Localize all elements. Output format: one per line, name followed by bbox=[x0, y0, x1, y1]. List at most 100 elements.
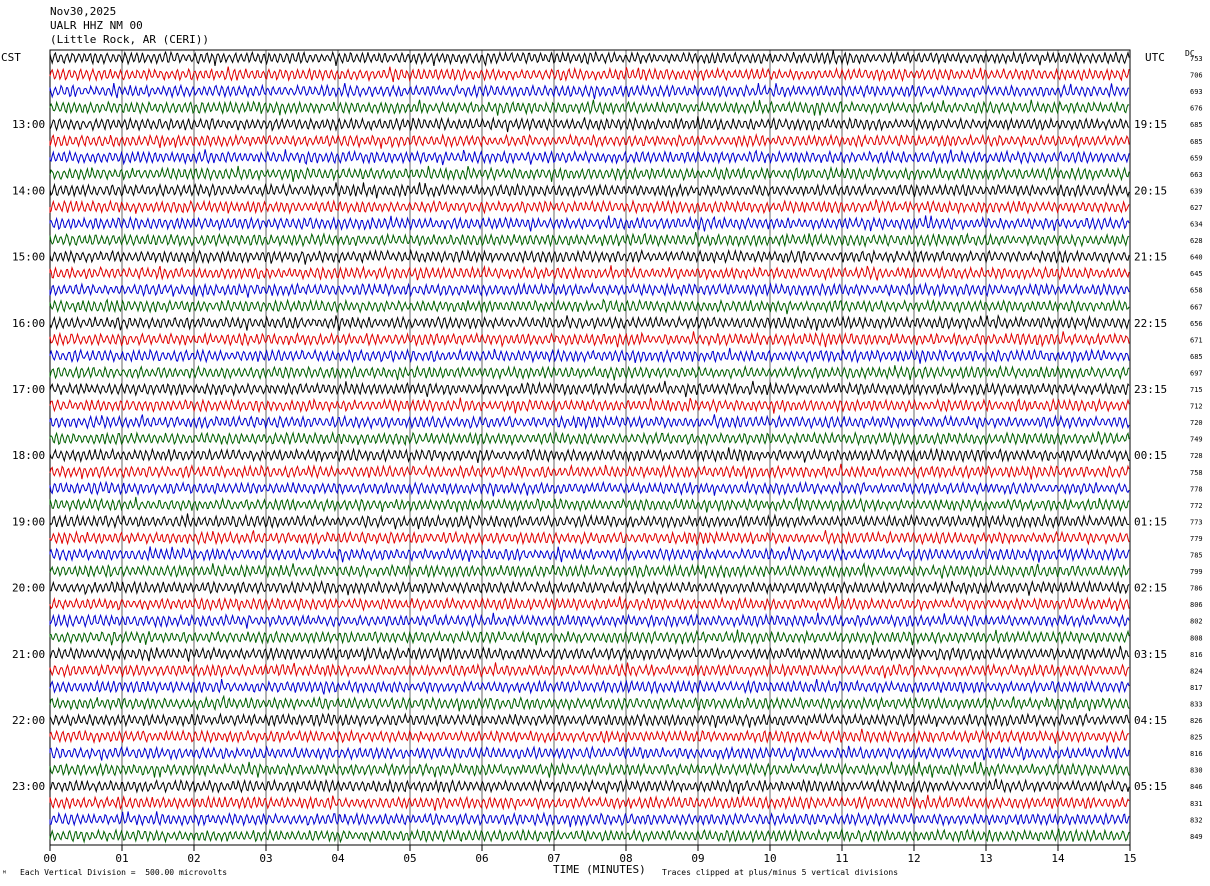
seismic-trace bbox=[49, 414, 1130, 431]
seismic-trace bbox=[49, 314, 1130, 331]
x-tick-label: 09 bbox=[691, 852, 704, 865]
cst-hour-label: 17:00 bbox=[12, 383, 45, 396]
dc-value-label: 825 bbox=[1190, 734, 1203, 742]
dc-value-label: 693 bbox=[1190, 88, 1203, 96]
seismic-trace bbox=[49, 496, 1130, 513]
x-tick-label: 13 bbox=[979, 852, 992, 865]
x-tick-label: 07 bbox=[547, 852, 560, 865]
dc-value-label: 728 bbox=[1190, 452, 1203, 460]
dc-value-label: 663 bbox=[1190, 171, 1203, 179]
seismic-trace bbox=[49, 248, 1130, 265]
utc-hour-label: 03:15 bbox=[1134, 648, 1167, 661]
x-tick-label: 11 bbox=[835, 852, 848, 865]
left-timezone-label: CST bbox=[1, 51, 21, 64]
seismic-trace bbox=[49, 298, 1130, 315]
clipping-note: Traces clipped at plus/minus 5 vertical … bbox=[662, 868, 899, 877]
x-tick-label: 08 bbox=[619, 852, 632, 865]
x-tick-label: 03 bbox=[259, 852, 272, 865]
utc-hour-label: 19:15 bbox=[1134, 118, 1167, 131]
chart-location: (Little Rock, AR (CERI)) bbox=[50, 33, 209, 46]
x-tick-label: 02 bbox=[187, 852, 200, 865]
cst-hour-label: 22:00 bbox=[12, 714, 45, 727]
chart-station-title: UALR HHZ NM 00 bbox=[50, 19, 143, 32]
dc-value-label: 779 bbox=[1190, 535, 1203, 543]
utc-hour-label: 23:15 bbox=[1134, 383, 1167, 396]
seismic-trace bbox=[49, 380, 1130, 398]
dc-value-label: 832 bbox=[1190, 816, 1203, 824]
dc-value-label: 749 bbox=[1190, 436, 1203, 444]
seismic-trace bbox=[49, 281, 1130, 298]
seismic-trace bbox=[49, 182, 1130, 199]
dc-value-label: 786 bbox=[1190, 585, 1203, 593]
seismic-trace bbox=[49, 116, 1130, 133]
seismic-trace bbox=[49, 430, 1130, 447]
dc-value-label: 712 bbox=[1190, 403, 1203, 411]
seismic-trace bbox=[49, 530, 1130, 547]
seismic-trace bbox=[49, 546, 1130, 563]
utc-hour-label: 04:15 bbox=[1134, 714, 1167, 727]
dc-value-label: 676 bbox=[1190, 105, 1203, 113]
dc-value-label: 656 bbox=[1190, 320, 1203, 328]
utc-hour-label: 01:15 bbox=[1134, 515, 1167, 528]
dc-value-label: 634 bbox=[1190, 221, 1203, 229]
dc-value-label: 753 bbox=[1190, 55, 1203, 63]
utc-hour-label: 02:15 bbox=[1134, 582, 1167, 595]
seismic-trace bbox=[49, 397, 1130, 414]
seismic-trace bbox=[49, 149, 1130, 166]
dc-value-label: 808 bbox=[1190, 634, 1203, 642]
dc-value-label: 697 bbox=[1190, 369, 1203, 377]
dc-value-label: 785 bbox=[1190, 552, 1203, 560]
seismic-trace bbox=[49, 165, 1130, 182]
dc-value-label: 715 bbox=[1190, 386, 1203, 394]
seismic-trace bbox=[49, 562, 1130, 579]
dc-value-label: 645 bbox=[1190, 270, 1203, 278]
dc-value-label: 627 bbox=[1190, 204, 1203, 212]
x-tick-label: 06 bbox=[475, 852, 488, 865]
cst-hour-label: 18:00 bbox=[12, 449, 45, 462]
seismic-trace bbox=[49, 232, 1130, 248]
dc-value-label: 706 bbox=[1190, 72, 1203, 80]
utc-hour-label: 05:15 bbox=[1134, 780, 1167, 793]
seismic-trace bbox=[49, 778, 1130, 795]
cst-hour-label: 21:00 bbox=[12, 648, 45, 661]
dc-value-label: 758 bbox=[1190, 469, 1203, 477]
dc-value-label: 830 bbox=[1190, 767, 1203, 775]
cst-hour-label: 13:00 bbox=[12, 118, 45, 131]
seismic-trace bbox=[49, 49, 1130, 67]
dc-value-label: 799 bbox=[1190, 568, 1203, 576]
dc-value-label: 639 bbox=[1190, 187, 1203, 195]
vertical-scale-note: Each Vertical Division = 500.00 microvol… bbox=[20, 868, 228, 877]
cst-hour-label: 23:00 bbox=[12, 780, 45, 793]
x-tick-label: 04 bbox=[331, 852, 345, 865]
seismic-trace bbox=[49, 761, 1130, 778]
dc-value-label: 671 bbox=[1190, 336, 1203, 344]
dc-value-label: 659 bbox=[1190, 154, 1203, 162]
dc-value-label: 846 bbox=[1190, 783, 1203, 791]
right-timezone-label: UTC bbox=[1145, 51, 1165, 64]
dc-value-label: 667 bbox=[1190, 303, 1203, 311]
dc-value-label: 826 bbox=[1190, 717, 1203, 725]
dc-column-label: DC bbox=[1185, 49, 1195, 58]
dc-value-label: 773 bbox=[1190, 518, 1203, 526]
seismic-trace bbox=[49, 331, 1130, 348]
seismic-trace bbox=[49, 694, 1130, 712]
seismic-trace bbox=[49, 513, 1130, 530]
dc-value-label: 720 bbox=[1190, 419, 1203, 427]
seismic-trace bbox=[49, 99, 1130, 116]
seismic-trace bbox=[49, 827, 1130, 844]
seismic-trace bbox=[49, 215, 1130, 232]
dc-value-label: 817 bbox=[1190, 684, 1203, 692]
utc-hour-label: 00:15 bbox=[1134, 449, 1167, 462]
seismic-trace bbox=[49, 745, 1130, 761]
seismic-trace bbox=[49, 811, 1130, 828]
x-axis-title: TIME (MINUTES) bbox=[553, 863, 646, 876]
cst-hour-label: 20:00 bbox=[12, 582, 45, 595]
seismic-trace bbox=[49, 596, 1130, 612]
seismic-trace bbox=[49, 133, 1130, 149]
seismic-trace bbox=[49, 264, 1130, 281]
seismic-trace bbox=[49, 645, 1130, 663]
dc-value-label: 806 bbox=[1190, 601, 1203, 609]
dc-value-label: 816 bbox=[1190, 750, 1203, 758]
seismic-trace bbox=[49, 579, 1130, 596]
